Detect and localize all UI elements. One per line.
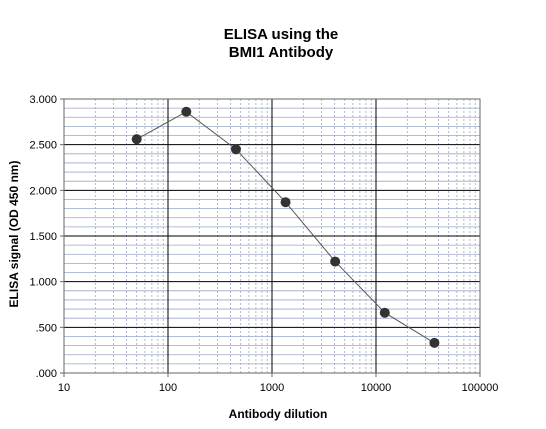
x-tick-label: 10000 [361,382,392,394]
x-tick-label: 100 [159,382,177,394]
tick-label-layer: 10 100 1000 10000 100000 .000 .500 1.000 1.500 2.… [29,94,498,394]
x-tick-label: 100000 [462,382,499,394]
y-tick-label: .500 [36,322,57,334]
series-layer [131,106,440,348]
data-point [379,307,390,318]
x-tick-label: 10 [58,382,70,394]
y-axis-label: ELISA signal (OD 450 nm) [7,161,21,308]
x-tick-label: 1000 [260,382,284,394]
x-axis-label: Antibody dilution [229,407,328,421]
axis-layer [60,98,481,377]
data-point [131,134,142,145]
y-tick-label: 3.000 [29,94,57,106]
data-point [181,106,192,117]
chart-title-line-2: BMI1 Antibody [229,44,334,61]
grid-layer [64,99,480,373]
y-tick-label: 2.500 [29,140,57,152]
y-tick-label: 1.500 [29,231,57,243]
y-tick-label: 1.000 [29,277,57,289]
y-tick-label: .000 [36,368,57,380]
y-tick-label: 2.000 [29,185,57,197]
chart-title-line-1: ELISA using the [224,26,338,43]
data-point [230,144,241,155]
data-point [429,337,440,348]
data-point [280,197,291,208]
data-point [330,256,341,267]
series-line [136,111,435,344]
